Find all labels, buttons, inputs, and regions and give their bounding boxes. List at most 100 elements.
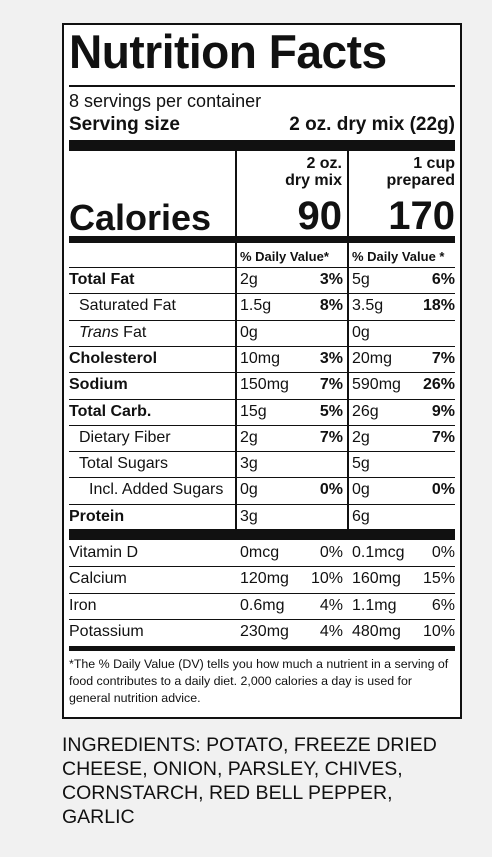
divider-medium <box>69 236 455 243</box>
percent-daily-value: 15% <box>422 570 455 588</box>
amount-value: 0g <box>240 323 258 341</box>
nutrient-row: Total Fat 2g 3% 5g 6% <box>69 267 455 293</box>
vitamin-row: Potassium 230mg 4% 480mg 10% <box>69 618 455 645</box>
amount-value: 2g <box>240 271 258 288</box>
row-divider <box>69 345 455 347</box>
nutrient-row: Dietary Fiber 2g 7% 2g 7% <box>69 424 455 451</box>
percent-daily-value: 7% <box>431 428 455 446</box>
divider-thick <box>69 140 455 151</box>
nutrient-name: Calcium <box>69 570 127 588</box>
percent-daily-value: 7% <box>319 376 343 394</box>
divider-thin <box>69 85 455 87</box>
ingredients-text: INGREDIENTS: POTATO, FREEZE DRIED CHEESE… <box>62 734 437 828</box>
amount-value: 120mg <box>240 570 289 588</box>
amount-value: 5g <box>352 455 370 473</box>
percent-daily-value: 0% <box>431 481 455 499</box>
nutrient-row: Sodium 150mg 7% 590mg 26% <box>69 372 455 398</box>
serving-size-label: Serving size <box>69 114 180 135</box>
column-header-prepared: 1 cup prepared <box>349 155 455 189</box>
row-divider <box>69 566 455 568</box>
amount-value: 590mg <box>352 376 401 394</box>
nutrient-name: Total Sugars <box>79 455 168 473</box>
amount-value: 6g <box>352 507 370 525</box>
nutrient-row: Cholesterol 10mg 3% 20mg 7% <box>69 345 455 372</box>
amount-value: 1.1mg <box>352 596 397 614</box>
divider-footnote <box>69 646 455 651</box>
column-header-dry-line1: 2 oz. <box>306 155 342 172</box>
nutrient-name: Cholesterol <box>69 349 158 367</box>
percent-daily-value: 9% <box>431 402 455 420</box>
nutrient-row: Total Carb. 15g 5% 26g 9% <box>69 398 455 425</box>
percent-daily-value: 4% <box>319 596 343 614</box>
percent-daily-value: 6% <box>431 271 455 288</box>
nutrient-row: Incl. Added Sugars 0g 0% 0g 0% <box>69 477 455 503</box>
row-divider <box>69 293 455 295</box>
amount-value: 5g <box>352 271 370 288</box>
row-divider <box>69 477 455 479</box>
dv-header-prepared: % Daily Value * <box>352 249 445 264</box>
amount-value: 0g <box>240 481 258 499</box>
percent-daily-value: 8% <box>319 297 343 315</box>
row-divider <box>69 424 455 426</box>
amount-value: 0.1mcg <box>352 544 405 561</box>
nutrient-name: Incl. Added Sugars <box>89 481 224 499</box>
divider-thick-lower <box>69 529 455 540</box>
amount-value: 3.5g <box>352 297 384 315</box>
amount-value: 0g <box>352 323 370 341</box>
amount-value: 150mg <box>240 376 289 394</box>
percent-daily-value: 10% <box>422 622 455 640</box>
trans-italic: Trans <box>79 323 119 341</box>
row-divider <box>69 319 455 321</box>
column-header-prepared-line1: 1 cup <box>413 155 455 172</box>
amount-value: 26g <box>352 402 379 420</box>
percent-daily-value: 0% <box>319 544 343 561</box>
nutrient-name: Total Fat <box>69 271 135 288</box>
calories-dry: 90 <box>297 194 343 238</box>
column-divider-2 <box>347 151 349 529</box>
percent-daily-value: 7% <box>319 428 343 446</box>
nutrient-row: Trans Fat 0g 0g <box>69 319 455 346</box>
amount-value: 10mg <box>240 349 281 367</box>
amount-value: 15g <box>240 402 267 420</box>
amount-value: 480mg <box>352 622 401 640</box>
serving-size-row: Serving size 2 oz. dry mix (22g) <box>69 115 455 134</box>
row-divider <box>69 398 455 400</box>
percent-daily-value: 6% <box>431 596 455 614</box>
panel-title: Nutrition Facts <box>69 25 387 78</box>
amount-value: 0mcg <box>240 544 280 561</box>
nutrient-name: Dietary Fiber <box>79 428 171 446</box>
percent-daily-value: 3% <box>319 271 343 288</box>
amount-value: 0.6mg <box>240 596 285 614</box>
row-divider <box>69 592 455 594</box>
amount-value: 20mg <box>352 349 393 367</box>
amount-value: 160mg <box>352 570 401 588</box>
nutrient-name: Sodium <box>69 376 128 394</box>
nutrient-name: Iron <box>69 596 97 614</box>
percent-daily-value: 0% <box>319 481 343 499</box>
daily-value-footnote: *The % Daily Value (DV) tells you how mu… <box>69 657 449 705</box>
row-divider <box>69 618 455 620</box>
amount-value: 0g <box>352 481 370 499</box>
column-header-dry-line2: dry mix <box>285 172 342 189</box>
amount-value: 3g <box>240 507 258 525</box>
nutrition-facts-panel: Nutrition Facts 8 servings per container… <box>62 23 462 719</box>
amount-value: 2g <box>352 428 370 446</box>
dv-header-dry: % Daily Value* <box>240 249 329 264</box>
row-divider <box>69 503 455 505</box>
column-header-prepared-line2: prepared <box>386 172 455 189</box>
nutrient-row: Protein 3g 6g <box>69 503 455 530</box>
vitamin-row: Calcium 120mg 10% 160mg 15% <box>69 566 455 592</box>
nutrient-row: Total Sugars 3g 5g <box>69 451 455 477</box>
column-divider-1 <box>235 151 237 529</box>
amount-value: 1.5g <box>240 297 272 315</box>
nutrient-row: Saturated Fat 1.5g 8% 3.5g 18% <box>69 293 455 319</box>
calories-label: Calories <box>69 197 212 238</box>
percent-daily-value: 26% <box>422 376 455 394</box>
nutrient-name: Trans Fat <box>79 323 147 341</box>
nutrient-name: Total Carb. <box>69 402 152 420</box>
percent-daily-value: 7% <box>431 349 455 367</box>
calories-prepared: 170 <box>388 194 455 238</box>
vitamin-row: Iron 0.6mg 4% 1.1mg 6% <box>69 592 455 619</box>
nutrient-name: Vitamin D <box>69 544 139 561</box>
serving-size-value: 2 oz. dry mix (22g) <box>289 114 455 135</box>
